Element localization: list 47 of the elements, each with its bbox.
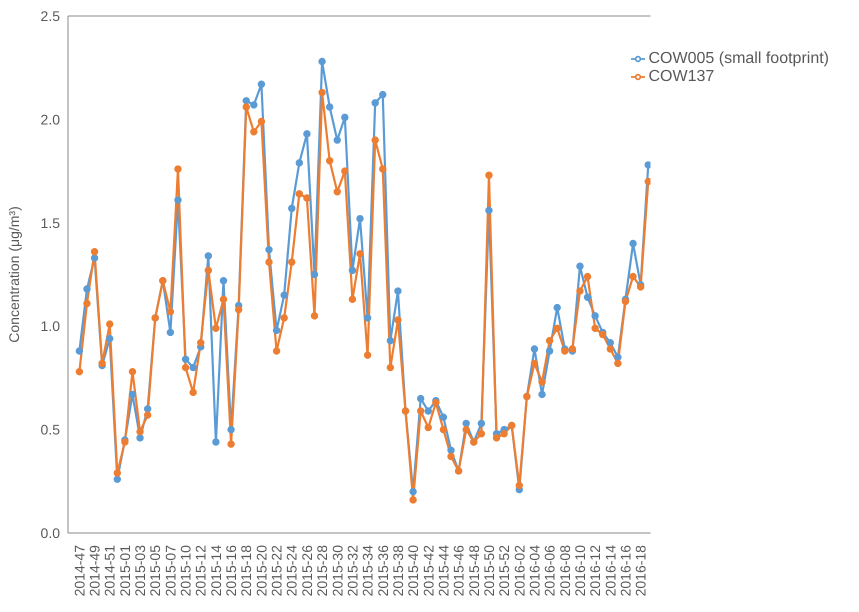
y-tick-label: 2.5 (40, 8, 60, 24)
x-tick-label: 2015-24 (284, 544, 300, 596)
legend-label: COW137 (648, 68, 714, 85)
x-tick-label: 2015-26 (298, 544, 315, 596)
x-tick-label: 2015-50 (480, 544, 497, 596)
y-tick-label: 0.5 (40, 422, 60, 438)
x-tick-label: 2015-30 (329, 544, 346, 596)
x-tick-label: 2015-52 (496, 544, 512, 596)
x-tick-label: 2015-28 (314, 544, 330, 596)
x-tick-label: 2016-14 (602, 544, 618, 596)
y-tick-label: 1.0 (40, 318, 60, 334)
y-tick-label: 0.0 (40, 524, 60, 541)
x-tick-label: 2015-12 (192, 544, 209, 596)
x-tick-label: 2016-12 (587, 544, 604, 596)
y-tick-label: 1.5 (40, 214, 60, 231)
y-tick-label: 2.0 (40, 111, 60, 128)
x-tick-label: 2015-40 (405, 544, 422, 596)
x-tick-label: 2016-02 (511, 544, 528, 596)
x-tick-label: 2016-16 (617, 544, 634, 596)
x-tick-label: 2016-18 (632, 544, 649, 596)
x-tick-label: 2015-22 (268, 544, 285, 596)
x-tick-label: 2015-38 (390, 544, 406, 596)
x-tick-label: 2015-48 (466, 544, 482, 596)
legend-label: COW005 (small footprint) (648, 50, 829, 67)
x-tick-label: 2015-44 (435, 544, 452, 596)
x-tick-label: 2015-20 (253, 544, 270, 596)
x-tick-label: 2015-05 (147, 544, 164, 596)
x-tick-label: 2015-01 (116, 544, 133, 596)
x-tick-label: 2014-47 (71, 544, 88, 596)
y-axis-title: Concentration (μg/m³) (6, 206, 22, 343)
x-tick-label: 2016-06 (542, 544, 558, 596)
x-tick-label: 2015-34 (360, 544, 376, 596)
x-tick-label: 2015-14 (208, 544, 224, 596)
x-tick-label: 2016-08 (556, 544, 573, 596)
x-tick-label: 2015-42 (420, 544, 436, 596)
x-tick-label: 2016-10 (572, 544, 588, 596)
x-tick-label: 2015-18 (238, 544, 254, 596)
x-tick-label: 2015-03 (132, 544, 148, 596)
x-tick-label: 2016-04 (526, 544, 542, 596)
x-tick-label: 2015-32 (344, 544, 360, 596)
x-tick-label: 2015-10 (178, 544, 194, 596)
x-tick-label: 2015-16 (223, 544, 240, 596)
x-tick-label: 2015-36 (374, 544, 391, 596)
x-tick-label: 2014-49 (86, 544, 103, 596)
x-tick-label: 2015-46 (450, 544, 467, 596)
x-tick-label: 2014-51 (102, 544, 118, 596)
x-tick-label: 2015-07 (162, 544, 178, 596)
